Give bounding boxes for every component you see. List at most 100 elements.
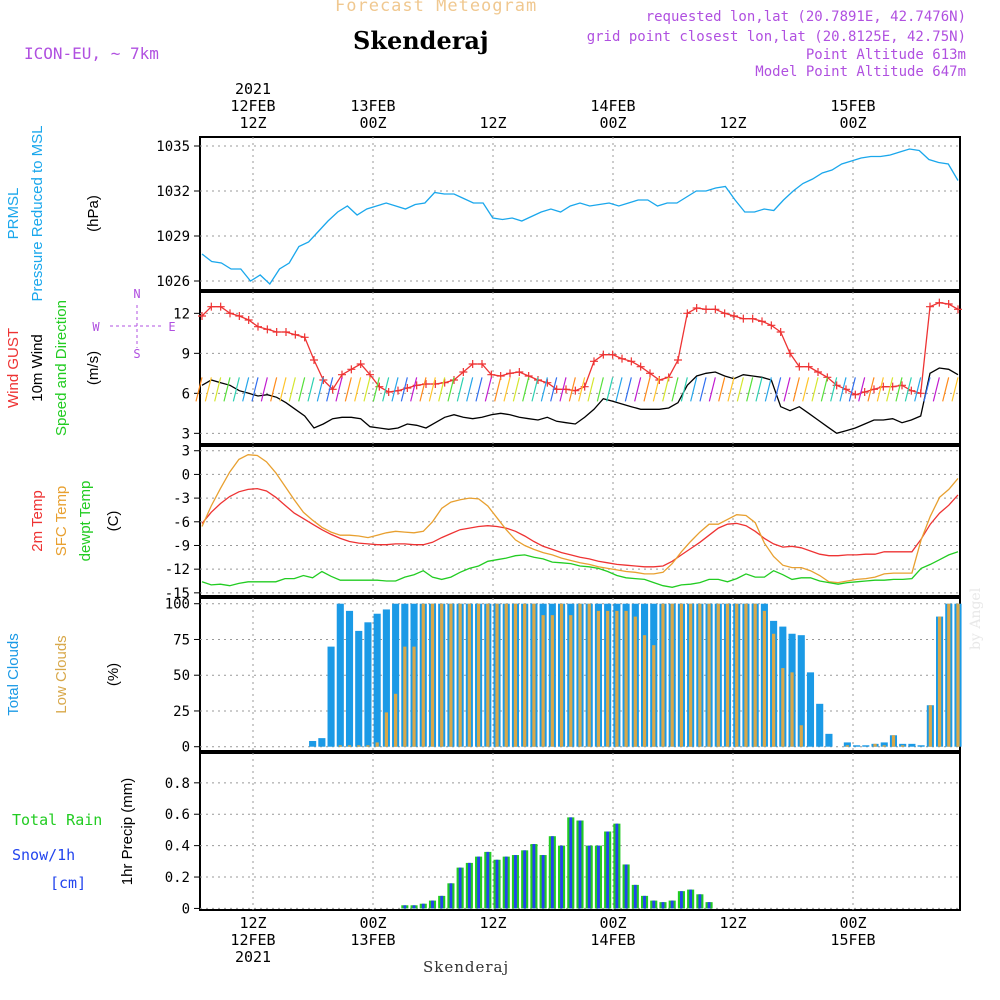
wind-ytick-label: 6	[182, 386, 190, 402]
wind-direction-arrow	[550, 377, 558, 402]
clouds-bar	[806, 672, 815, 747]
clouds-bar	[421, 603, 425, 747]
gust-marker	[590, 357, 598, 366]
wind-ytick-label: 12	[173, 306, 190, 322]
clouds-bar	[569, 615, 573, 747]
gust-marker	[571, 386, 580, 395]
wind-direction-arrow	[671, 377, 679, 402]
clouds-bar	[430, 603, 435, 747]
precip-bar	[615, 823, 619, 909]
wind-direction-arrow	[354, 377, 362, 402]
gust-marker	[422, 380, 430, 388]
gust-marker	[702, 305, 710, 314]
clouds-bar	[467, 603, 471, 747]
wind-direction-arrow	[447, 377, 455, 402]
temperature-ytick-label: -6	[173, 515, 190, 531]
wind-direction-arrow	[372, 377, 380, 402]
clouds-bar	[366, 745, 370, 747]
precip-bar	[514, 855, 517, 909]
pressure-ytick-label: 1026	[156, 274, 190, 290]
temperature-ylabel: (C)	[105, 511, 122, 532]
wind-ylabel: 10m Wind	[29, 334, 46, 402]
precip-ytick-label: 0.8	[165, 776, 190, 792]
time-axis-bottom-label: 2021	[235, 948, 271, 966]
wind-direction-arrow	[456, 377, 464, 402]
wind-direction-arrow	[848, 377, 856, 402]
gust-marker	[282, 328, 290, 336]
clouds-ylabel: (%)	[105, 663, 122, 686]
clouds-bar	[707, 603, 711, 747]
wind-direction-arrow	[811, 377, 819, 402]
gust-marker	[711, 305, 720, 314]
time-axis-top-label: 12Z	[719, 114, 746, 132]
time-axis-bottom-label: 12Z	[719, 914, 746, 932]
precip-bar	[670, 900, 674, 909]
gust-marker	[543, 378, 552, 387]
clouds-bar	[357, 745, 361, 747]
precip-bar	[652, 900, 656, 909]
wind-direction-arrow	[307, 377, 315, 402]
clouds-bar	[615, 610, 619, 747]
wind-direction-arrow	[298, 377, 306, 402]
clouds-bar	[642, 635, 647, 747]
wind-ytick-label: 3	[182, 426, 190, 442]
precip-bar	[698, 894, 702, 909]
gust-marker	[478, 360, 486, 368]
precip-bar	[412, 905, 416, 909]
wind-direction-arrow	[867, 377, 875, 402]
clouds-bar	[550, 615, 554, 747]
compass-south: S	[133, 347, 140, 361]
gust-marker	[786, 349, 794, 358]
temperature-ylabel: dewpt Temp	[77, 481, 94, 562]
gust-marker	[739, 314, 748, 323]
wind-direction-arrow	[400, 377, 408, 402]
wind-direction-arrow	[279, 377, 287, 402]
clouds-bar	[753, 603, 757, 747]
gust-marker	[758, 317, 766, 326]
time-axis-top-label: 14FEB	[590, 97, 635, 115]
clouds-ylabel: Low Clouds	[53, 635, 70, 713]
clouds-bar	[345, 610, 354, 747]
gust-marker	[384, 388, 393, 396]
model-label: ICON-EU, ~ 7km	[24, 44, 159, 63]
forecast-label: Forecast Meteogram	[335, 0, 538, 16]
gust-marker	[730, 312, 738, 320]
author-credit: by Angel	[968, 587, 984, 650]
gust-marker	[263, 325, 272, 334]
wind-direction-arrow	[503, 377, 511, 402]
clouds-bar	[716, 603, 720, 747]
clouds-bar	[336, 603, 344, 747]
clouds-bar	[633, 616, 637, 747]
pressure-prmsl-line	[201, 148, 959, 286]
time-axis-top-label: 00Z	[359, 114, 386, 132]
clouds-bar	[375, 742, 379, 747]
wind-direction-arrow	[951, 377, 959, 402]
wind-frame	[199, 291, 961, 445]
time-axis-bottom-label: 12Z	[239, 914, 266, 932]
clouds-bar	[937, 616, 942, 747]
precip-ytick-label: 0.6	[165, 807, 190, 823]
time-axis-top-label: 2021	[235, 80, 271, 98]
compass-west: W	[92, 320, 100, 334]
precip-frame	[199, 752, 961, 911]
wind-direction-arrow	[652, 377, 660, 402]
gust-marker	[655, 376, 664, 384]
wind-direction-arrow	[764, 377, 772, 402]
clouds-bar	[403, 646, 407, 747]
clouds-bar	[744, 603, 748, 747]
clouds-bar	[725, 603, 730, 747]
temperature-2m-temp-line	[201, 487, 959, 568]
temperature-ylabel: 2m Temp	[29, 490, 46, 551]
clouds-bar	[355, 630, 363, 747]
page-title: Skenderaj	[353, 26, 489, 55]
wind-direction-arrow	[242, 377, 250, 402]
clouds-bar	[309, 740, 317, 747]
gust-marker	[226, 309, 234, 318]
precip-bar	[689, 889, 693, 909]
wind-direction-arrow	[326, 377, 334, 402]
gust-marker	[244, 316, 253, 324]
gust-marker	[235, 312, 244, 320]
clouds-bar	[347, 745, 352, 747]
wind-direction-arrow	[830, 377, 838, 402]
